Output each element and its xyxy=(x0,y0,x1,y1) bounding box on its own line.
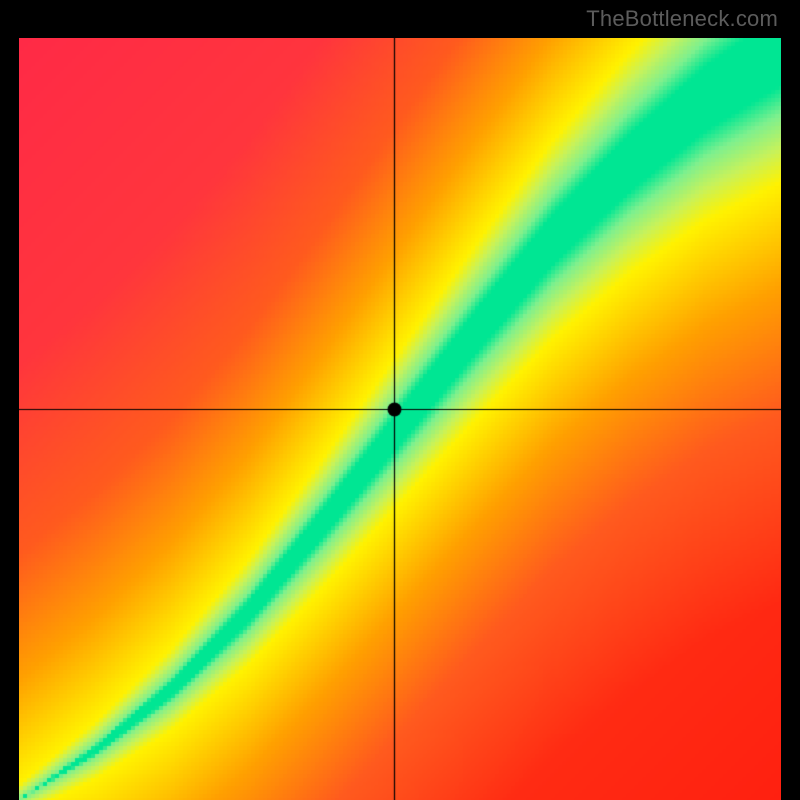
bottleneck-heatmap xyxy=(19,38,781,800)
watermark-text: TheBottleneck.com xyxy=(586,6,778,32)
chart-container: TheBottleneck.com xyxy=(0,0,800,800)
